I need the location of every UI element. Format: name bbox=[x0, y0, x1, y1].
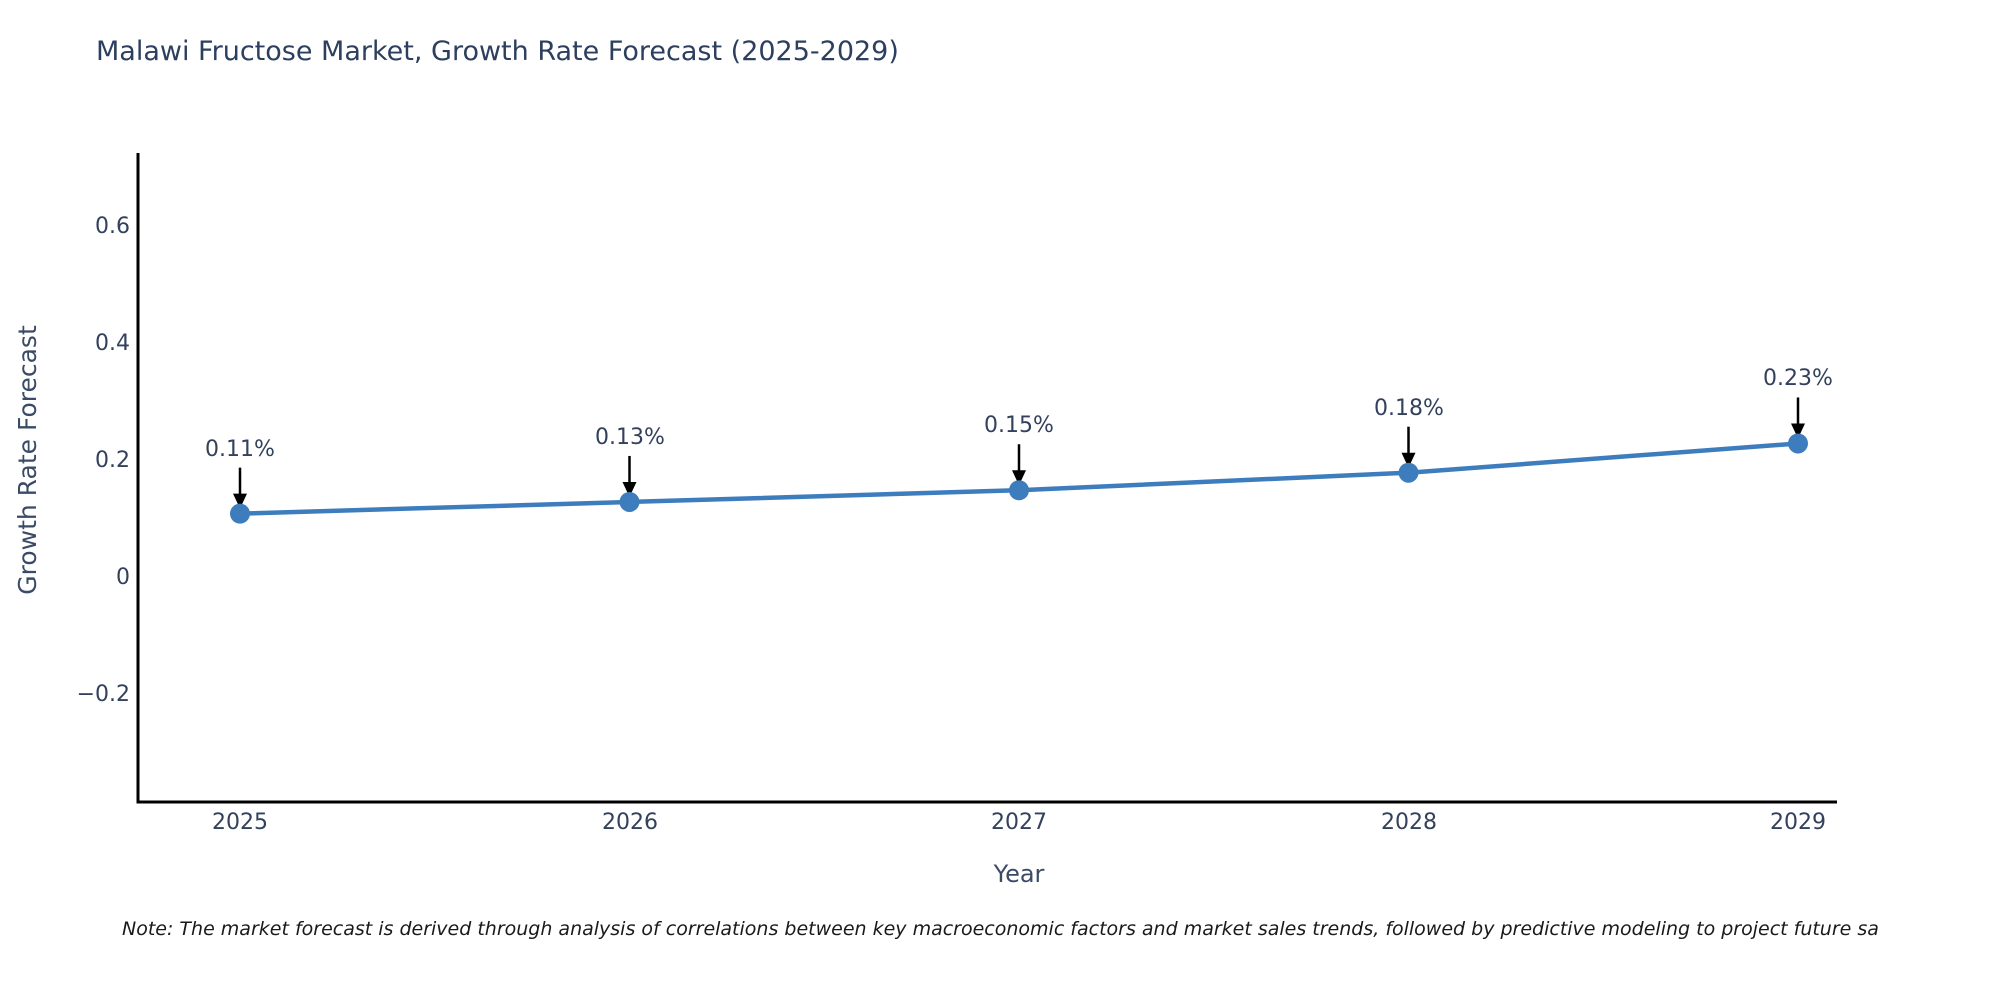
x-axis-title: Year bbox=[993, 860, 1045, 888]
annotation-arrow-head bbox=[622, 481, 637, 497]
data-point-label: 0.18% bbox=[1374, 396, 1444, 421]
footnote: Note: The market forecast is derived thr… bbox=[122, 918, 1879, 940]
y-tick-label: −0.2 bbox=[76, 682, 130, 707]
data-point-marker bbox=[1398, 462, 1419, 483]
data-point-label: 0.15% bbox=[984, 413, 1054, 438]
y-tick-label: 0.2 bbox=[95, 448, 130, 473]
data-point-marker bbox=[230, 503, 250, 524]
axis-spines bbox=[136, 153, 1837, 804]
x-tick-label: 2027 bbox=[991, 810, 1047, 835]
y-tick-label: 0.4 bbox=[95, 331, 130, 356]
annotation-arrow-head bbox=[233, 493, 247, 509]
x-tick-label: 2025 bbox=[212, 810, 268, 835]
x-tick-label: 2026 bbox=[602, 810, 658, 835]
y-tick-label: 0.6 bbox=[95, 214, 130, 239]
annotation-arrow-head bbox=[1401, 452, 1416, 468]
annotation-arrow-head bbox=[1012, 470, 1026, 486]
data-point-label: 0.13% bbox=[595, 425, 665, 450]
data-point-marker bbox=[1788, 433, 1808, 454]
data-point-label: 0.11% bbox=[205, 437, 275, 462]
chart-title: Malawi Fructose Market, Growth Rate Fore… bbox=[96, 36, 899, 67]
annotation-arrow-head bbox=[1791, 423, 1805, 439]
y-tick-label: 0 bbox=[116, 565, 130, 590]
x-tick-label: 2028 bbox=[1381, 810, 1437, 835]
data-point-marker bbox=[619, 491, 640, 512]
x-tick-label: 2029 bbox=[1770, 810, 1826, 835]
data-point-label: 0.23% bbox=[1763, 366, 1833, 391]
data-point-marker bbox=[1009, 480, 1029, 501]
